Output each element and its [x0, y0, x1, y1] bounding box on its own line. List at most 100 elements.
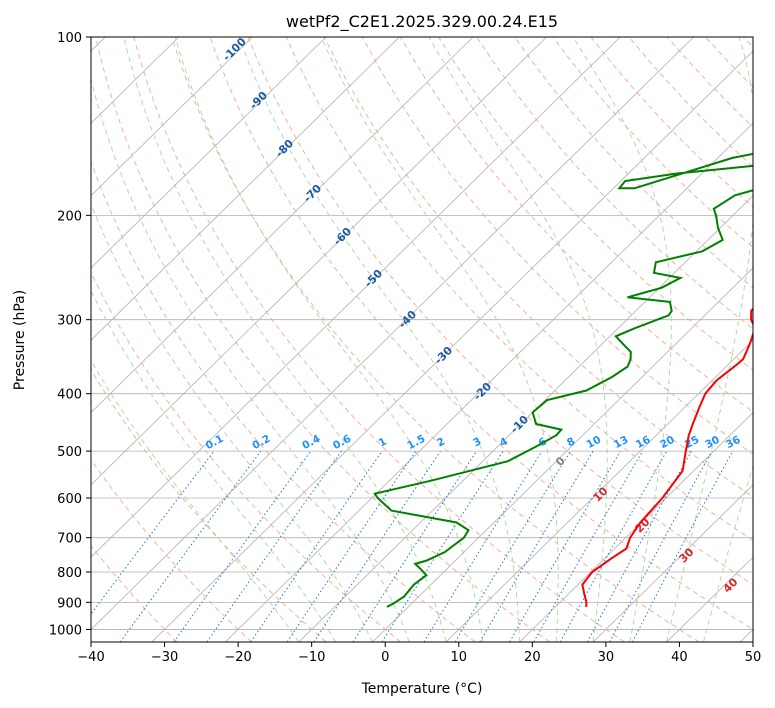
- isotherm-line: [225, 122, 753, 642]
- moist-adiabat-label: 0: [553, 454, 568, 469]
- moist-adiabat-line: [703, 463, 753, 642]
- dry-adiabat-line: [552, 37, 753, 248]
- dry-adiabat-line: [209, 37, 753, 630]
- isotherm-line: [592, 484, 753, 642]
- dry-adiabat-label: -70: [301, 182, 324, 205]
- mixing-ratio-line: [381, 450, 504, 642]
- dry-adiabat-line: [91, 271, 401, 642]
- x-axis: −40 −30 −20 −10 0 10 20 30 40 50: [77, 642, 761, 665]
- y-axis: 100 200 300 400 500 600 700 800 900 1000: [49, 31, 91, 638]
- x-tick-label: 50: [745, 650, 762, 665]
- x-tick-label: −20: [224, 650, 251, 665]
- isotherm-line: [151, 50, 753, 642]
- y-tick-label: 200: [57, 209, 82, 224]
- mixing-ratio-line: [632, 450, 734, 642]
- mixing-ratio-line: [586, 450, 692, 642]
- dry-adiabat-line: [171, 37, 700, 642]
- moist-adiabat-line: [123, 37, 447, 642]
- y-tick-label: 400: [57, 388, 82, 403]
- dry-adiabat-line: [362, 37, 753, 455]
- isotherm-line: [91, 37, 253, 197]
- y-tick-label: 300: [57, 314, 82, 329]
- y-tick-label: 800: [57, 566, 82, 581]
- dry-adiabat-label: -80: [273, 137, 296, 160]
- mixing-ratio-label: 1.5: [405, 433, 427, 452]
- x-tick-label: −30: [151, 650, 178, 665]
- mixing-ratio-line: [286, 450, 417, 642]
- x-axis-title: Temperature (°C): [361, 681, 483, 697]
- isotherm-line: [91, 37, 621, 558]
- mixing-ratio-line: [91, 450, 215, 615]
- moist-adiabat-line: [666, 37, 753, 642]
- mixing-ratio-label: 36: [724, 434, 743, 451]
- temperature-profile-line: [581, 307, 753, 607]
- isotherm-line: [91, 37, 694, 630]
- y-tick-label: 500: [57, 445, 82, 460]
- x-tick-label: 30: [598, 650, 615, 665]
- profile-lines: [373, 152, 753, 608]
- isotherm-line: [91, 37, 400, 341]
- mixing-ratio-label: 0.4: [300, 433, 322, 452]
- mixing-ratio-label: 13: [612, 434, 631, 451]
- mixing-ratio-line: [119, 450, 262, 642]
- dry-adiabat-label: -90: [247, 89, 270, 112]
- mixing-ratio-line: [313, 450, 441, 642]
- mixing-ratio-label: 10: [585, 434, 604, 451]
- plot-frame: [90, 36, 754, 643]
- moist-adiabat-label: 40: [721, 575, 741, 595]
- dry-adiabat-line: [704, 37, 753, 88]
- moist-adiabat-line: [91, 202, 373, 642]
- dry-adiabat-line: [91, 368, 327, 642]
- mixing-ratio-label: 20: [658, 434, 677, 451]
- x-tick-label: −40: [77, 650, 104, 665]
- dry-adiabat-line: [95, 37, 551, 642]
- isotherm-line: [298, 195, 753, 642]
- mixing-ratio-label: 2: [435, 435, 447, 449]
- mixing-ratio-line: [609, 450, 713, 642]
- y-axis-title: Pressure (hPa): [12, 290, 28, 390]
- y-tick-label: 900: [57, 596, 82, 611]
- moist-adiabat-label: 20: [633, 515, 653, 535]
- mixing-ratio-line: [206, 450, 342, 642]
- dry-adiabat-line: [91, 545, 178, 642]
- dry-adiabat-line: [133, 37, 625, 642]
- moist-adiabat-line: [91, 359, 300, 642]
- line-labels: 0.1 0.2 0.4 0.6 1 1.5 2 3 4 6 8 10 13 16 20 25 30 36-100-…: [204, 35, 743, 596]
- mixing-ratio-line: [352, 450, 478, 642]
- moist-adiabat-line: [91, 77, 410, 642]
- dry-adiabat-line: [476, 37, 753, 330]
- isotherm-line: [739, 628, 753, 642]
- dry-adiabat-line: [400, 37, 753, 413]
- moist-adiabat-line: [320, 37, 559, 642]
- x-tick-label: 20: [524, 650, 541, 665]
- moist-adiabat-line: [91, 289, 337, 642]
- moist-adiabat-line: [572, 37, 672, 642]
- y-tick-label: 600: [57, 492, 82, 507]
- mixing-ratio-label: 0.1: [204, 433, 226, 452]
- y-tick-label: 1000: [49, 623, 82, 638]
- mixing-ratio-line: [509, 450, 621, 642]
- isotherm-line: [445, 339, 753, 642]
- chart-title: wetPf2_C2E1.2025.329.00.24.E15: [286, 12, 558, 32]
- isotherm-line: [91, 37, 474, 414]
- mixing-ratio-line: [423, 450, 543, 642]
- mixing-ratio-label: 0.2: [250, 433, 272, 452]
- y-tick-label: 700: [57, 532, 82, 547]
- y-tick-label: 100: [57, 31, 82, 46]
- mixing-ratio-label: 1: [377, 435, 389, 449]
- moist-adiabat-line: [428, 37, 608, 642]
- dry-adiabat-line: [514, 37, 753, 289]
- mixing-ratio-label: 16: [634, 434, 653, 451]
- isotherm-line: [372, 267, 753, 642]
- x-tick-label: 10: [451, 650, 468, 665]
- dry-adiabat-label: -100: [220, 35, 249, 64]
- dry-adiabat-line: [247, 37, 753, 586]
- dry-adiabat-line: [91, 160, 476, 642]
- dry-adiabat-line: [91, 458, 252, 642]
- dry-adiabat-label: -60: [331, 225, 354, 248]
- x-tick-label: −10: [298, 650, 325, 665]
- moist-adiabat-label: 30: [677, 545, 697, 565]
- dewpoint-profile-line: [373, 152, 753, 608]
- x-tick-label: 0: [381, 650, 389, 665]
